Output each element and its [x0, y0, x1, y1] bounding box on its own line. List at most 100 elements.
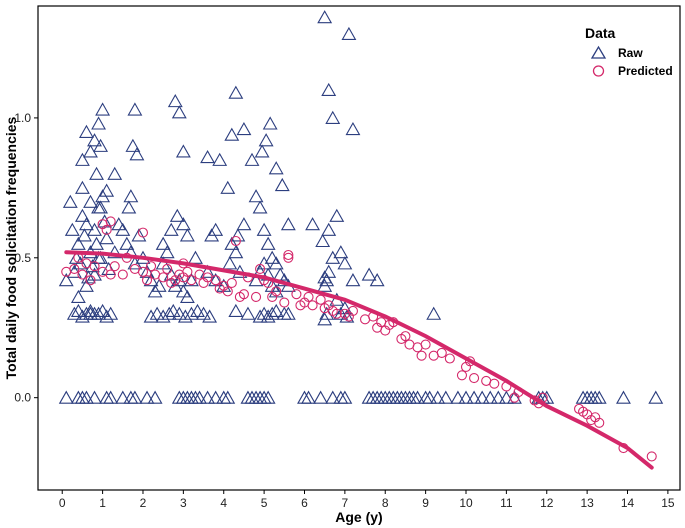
- raw-point: [325, 110, 341, 124]
- raw-point: [224, 236, 240, 250]
- predicted-point: [137, 266, 149, 277]
- raw-point: [107, 245, 123, 259]
- raw-point: [220, 180, 236, 194]
- raw-point: [450, 390, 466, 404]
- x-tick-label: 10: [459, 496, 473, 510]
- raw-point: [95, 102, 111, 116]
- predicted-point: [283, 252, 294, 263]
- predicted-point: [250, 291, 262, 303]
- raw-point: [175, 284, 191, 298]
- raw-point: [131, 228, 147, 242]
- x-tick-label: 1: [99, 496, 106, 510]
- raw-point: [616, 390, 631, 404]
- raw-point: [220, 390, 236, 404]
- raw-point: [161, 306, 177, 320]
- raw-point: [200, 264, 216, 278]
- raw-point: [341, 26, 357, 41]
- raw-point: [490, 390, 506, 404]
- y-tick-label: 0.5: [14, 251, 31, 265]
- raw-point: [165, 303, 181, 317]
- raw-point: [466, 390, 482, 404]
- raw-point: [143, 273, 159, 287]
- raw-point: [208, 390, 224, 404]
- raw-point: [99, 309, 115, 323]
- raw-point: [103, 390, 119, 404]
- raw-point: [319, 306, 335, 320]
- raw-point: [83, 306, 98, 320]
- raw-point: [333, 245, 349, 259]
- raw-point: [70, 289, 86, 304]
- raw-point: [72, 256, 88, 270]
- raw-point: [74, 152, 90, 166]
- raw-point: [426, 306, 442, 320]
- raw-point: [252, 200, 268, 214]
- raw-point: [119, 236, 135, 250]
- x-tick-label: 7: [342, 496, 349, 510]
- raw-point: [325, 390, 341, 404]
- legend-raw-marker: [590, 45, 607, 59]
- x-tick-label: 14: [621, 496, 635, 510]
- predicted-point: [303, 291, 314, 303]
- raw-point: [169, 208, 185, 222]
- raw-point: [66, 306, 82, 320]
- raw-point: [648, 390, 664, 404]
- raw-point: [339, 309, 355, 323]
- raw-point: [190, 303, 205, 317]
- raw-point: [264, 306, 280, 320]
- raw-point: [222, 256, 238, 270]
- raw-point: [329, 208, 345, 222]
- raw-point: [95, 303, 111, 317]
- raw-point: [458, 390, 474, 404]
- raw-point: [321, 82, 337, 96]
- raw-point: [274, 177, 290, 192]
- raw-point: [315, 233, 331, 248]
- predicted-point: [436, 347, 447, 358]
- raw-point: [93, 138, 109, 152]
- raw-point: [83, 303, 98, 317]
- legend-title: Data: [585, 25, 616, 41]
- x-axis-title: Age (y): [335, 509, 382, 525]
- raw-point: [196, 306, 211, 320]
- raw-point: [337, 390, 353, 404]
- predicted-point: [444, 353, 455, 364]
- raw-point: [127, 102, 143, 116]
- predicted-point: [400, 331, 411, 342]
- raw-point: [430, 390, 446, 404]
- raw-point: [244, 152, 260, 166]
- raw-point: [236, 217, 252, 231]
- predicted-point: [146, 261, 157, 272]
- raw-point: [97, 214, 113, 228]
- predicted-point: [158, 272, 169, 283]
- raw-point: [87, 390, 102, 404]
- predicted-point: [105, 216, 116, 227]
- legend-predicted-label: Predicted: [618, 64, 673, 78]
- predicted-point: [162, 263, 173, 275]
- predicted-point: [489, 378, 500, 389]
- raw-point: [345, 273, 361, 287]
- raw-point: [228, 303, 244, 317]
- raw-point: [93, 250, 109, 264]
- x-axis: 0 1 2 3 4 5 6 7 8 9 10 11 12 13 14 15: [59, 490, 675, 510]
- raw-point: [149, 306, 165, 320]
- raw-point: [256, 306, 272, 320]
- raw-point: [143, 309, 159, 323]
- raw-point: [79, 217, 94, 231]
- raw-point: [171, 306, 187, 320]
- raw-point: [167, 94, 183, 108]
- predicted-point: [456, 370, 468, 381]
- predicted-point: [226, 277, 237, 289]
- x-tick-label: 9: [422, 496, 429, 510]
- y-tick-label: 1.0: [14, 111, 31, 125]
- raw-point: [422, 390, 438, 404]
- legend-raw-label: Raw: [618, 46, 643, 60]
- predicted-point: [271, 286, 282, 297]
- predicted-point: [283, 249, 294, 261]
- raw-point: [62, 194, 78, 208]
- raw-point: [212, 152, 228, 166]
- raw-point: [317, 10, 333, 24]
- raw-point: [115, 390, 131, 404]
- raw-point: [123, 189, 139, 203]
- raw-point: [155, 236, 171, 250]
- raw-point: [177, 309, 193, 323]
